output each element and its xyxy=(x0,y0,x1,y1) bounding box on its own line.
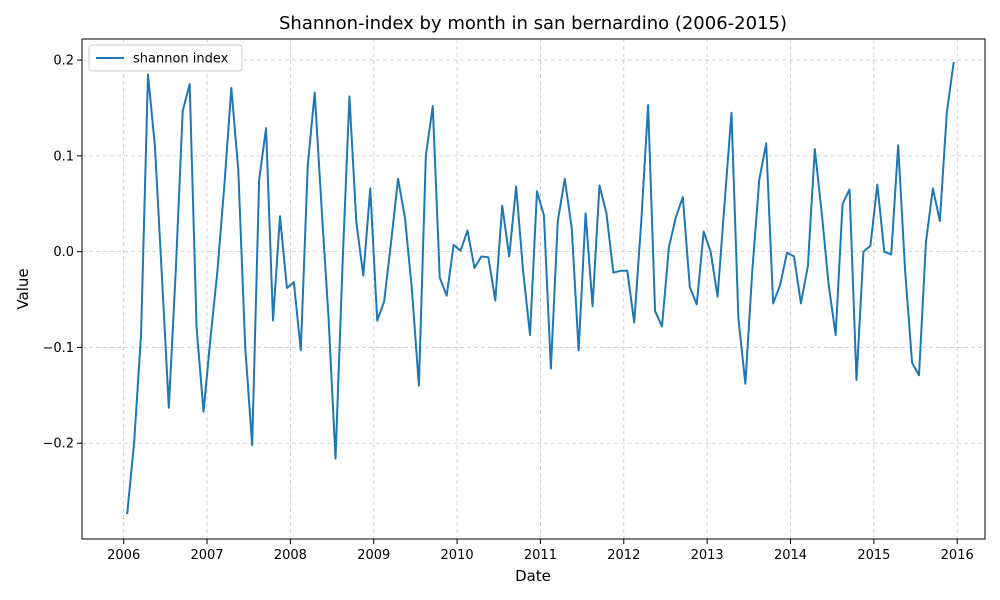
y-tick-label: 0.1 xyxy=(53,149,74,164)
y-tick-label: 0.2 xyxy=(53,54,74,69)
y-axis-label: Value xyxy=(14,268,32,309)
x-tick-label: 2016 xyxy=(941,548,974,563)
legend-box xyxy=(88,44,243,72)
plot-area-frame xyxy=(81,38,986,540)
x-tick-label: 2006 xyxy=(107,548,140,563)
x-tick-label: 2012 xyxy=(607,548,640,563)
x-axis-label: Date xyxy=(515,567,551,585)
grid xyxy=(82,39,985,539)
x-tick-label: 2013 xyxy=(691,548,724,563)
series-line-shannon-index xyxy=(126,61,955,515)
x-tick-label: 2011 xyxy=(524,548,557,563)
legend: shannon index xyxy=(88,44,243,72)
legend-label: shannon index xyxy=(133,52,229,67)
x-tick-label: 2009 xyxy=(357,548,390,563)
x-tick-label: 2014 xyxy=(774,548,807,563)
y-tick-label: −0.1 xyxy=(42,341,74,356)
y-axis-ticks: −0.2 −0.1 0.0 0.1 0.2 xyxy=(42,54,82,452)
x-tick-label: 2015 xyxy=(857,548,890,563)
y-tick-label: −0.2 xyxy=(42,437,74,452)
series-layer xyxy=(126,61,955,515)
x-axis-ticks: 2006 2007 2008 2009 2010 2011 2012 2013 2014 2015… xyxy=(107,539,974,563)
x-tick-label: 2010 xyxy=(441,548,474,563)
x-tick-label: 2007 xyxy=(190,548,223,563)
chart-title: Shannon-index by month in san bernardino… xyxy=(279,13,787,34)
x-tick-label: 2008 xyxy=(274,548,307,563)
y-tick-label: 0.0 xyxy=(53,245,74,260)
